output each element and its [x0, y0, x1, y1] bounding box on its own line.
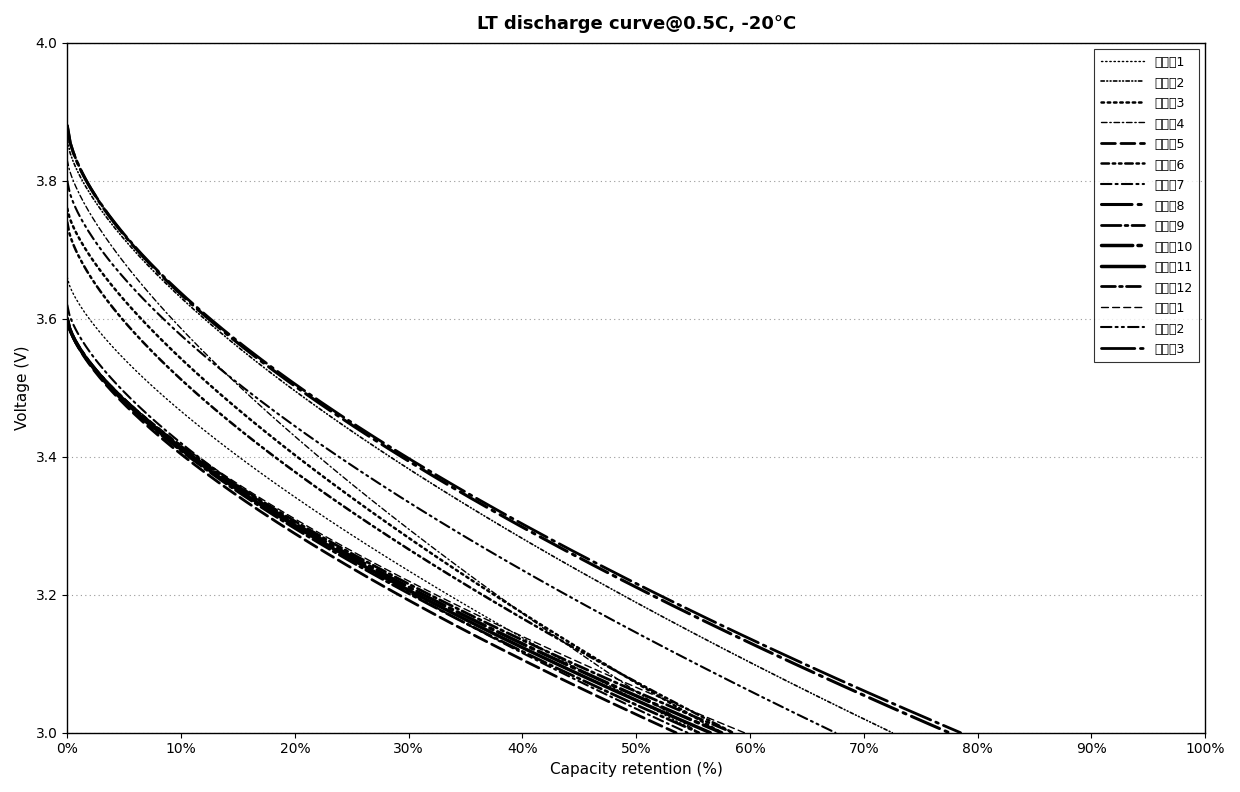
Title: LT discharge curve@0.5C, -20°C: LT discharge curve@0.5C, -20°C [476, 15, 796, 33]
X-axis label: Capacity retention (%): Capacity retention (%) [549, 762, 723, 777]
Y-axis label: Voltage (V): Voltage (V) [15, 345, 30, 430]
Legend: 实施例1, 实施例2, 实施例3, 实施例4, 实施例5, 实施例6, 实施例7, 实施例8, 实施例9, 实施例10, 实施例11, 实施例12, 对比例1,: 实施例1, 实施例2, 实施例3, 实施例4, 实施例5, 实施例6, 实施例7… [1095, 49, 1199, 362]
